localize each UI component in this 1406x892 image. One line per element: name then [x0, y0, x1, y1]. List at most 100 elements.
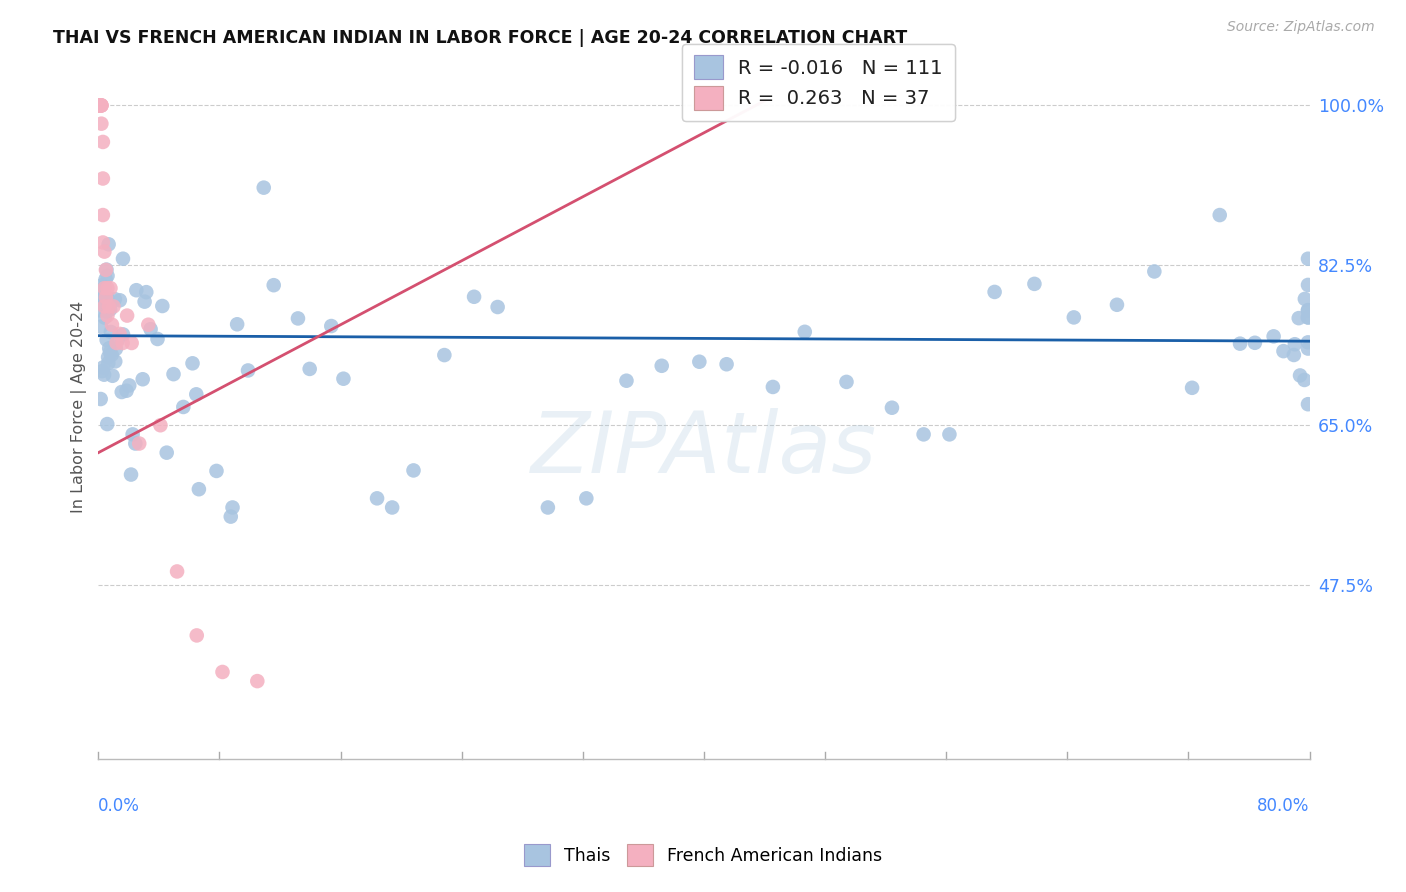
Legend: Thais, French American Indians: Thais, French American Indians: [516, 838, 890, 872]
Point: [139, 322, 162, 336]
Point: [134, 294, 156, 309]
Point: [91, 235, 114, 250]
Point: [96, 417, 118, 431]
Point: [1024, 277, 1046, 291]
Point: [91, 360, 114, 375]
Point: [226, 318, 249, 332]
Point: [89, 98, 111, 112]
Point: [90, 392, 112, 406]
Point: [236, 363, 259, 377]
Point: [912, 427, 935, 442]
Point: [486, 300, 509, 314]
Point: [172, 400, 194, 414]
Point: [1294, 292, 1316, 306]
Point: [124, 436, 146, 450]
Point: [1296, 335, 1319, 350]
Point: [1263, 329, 1285, 343]
Point: [287, 311, 309, 326]
Point: [101, 318, 124, 332]
Point: [103, 300, 125, 314]
Point: [96, 304, 118, 318]
Point: [97, 356, 120, 370]
Point: [146, 332, 169, 346]
Point: [112, 327, 135, 342]
Point: [166, 565, 188, 579]
Point: [135, 285, 157, 300]
Point: [96, 262, 118, 277]
Point: [93, 300, 115, 314]
Point: [104, 342, 127, 356]
Point: [121, 427, 143, 442]
Point: [1209, 208, 1232, 222]
Point: [105, 336, 128, 351]
Point: [381, 500, 404, 515]
Point: [97, 350, 120, 364]
Point: [94, 310, 117, 325]
Point: [537, 500, 560, 515]
Point: [90, 98, 112, 112]
Point: [1284, 337, 1306, 351]
Point: [97, 237, 120, 252]
Point: [90, 98, 112, 112]
Point: [1229, 336, 1251, 351]
Point: [120, 467, 142, 482]
Point: [150, 299, 173, 313]
Point: [89, 98, 111, 112]
Point: [651, 359, 673, 373]
Point: [688, 355, 710, 369]
Point: [1282, 348, 1305, 362]
Point: [89, 296, 111, 310]
Point: [793, 325, 815, 339]
Point: [100, 281, 122, 295]
Point: [1296, 303, 1319, 318]
Point: [91, 278, 114, 293]
Point: [93, 281, 115, 295]
Point: [111, 336, 134, 351]
Point: [149, 418, 172, 433]
Point: [96, 291, 118, 305]
Point: [263, 278, 285, 293]
Point: [1181, 381, 1204, 395]
Point: [983, 285, 1005, 299]
Point: [1244, 335, 1267, 350]
Point: [463, 290, 485, 304]
Point: [91, 208, 114, 222]
Point: [186, 628, 208, 642]
Point: [762, 380, 785, 394]
Point: [91, 364, 114, 378]
Text: ZIPAtlas: ZIPAtlas: [531, 408, 877, 491]
Point: [111, 384, 134, 399]
Point: [90, 117, 112, 131]
Point: [104, 292, 127, 306]
Point: [221, 500, 243, 515]
Point: [98, 341, 121, 355]
Point: [1272, 344, 1295, 359]
Point: [332, 372, 354, 386]
Point: [93, 280, 115, 294]
Point: [1296, 397, 1319, 411]
Point: [1105, 298, 1128, 312]
Point: [94, 263, 117, 277]
Point: [1296, 277, 1319, 292]
Point: [108, 293, 131, 308]
Point: [96, 268, 118, 283]
Point: [89, 98, 111, 112]
Point: [1296, 342, 1319, 356]
Point: [89, 98, 111, 112]
Point: [253, 180, 276, 194]
Text: 0.0%: 0.0%: [98, 797, 141, 815]
Point: [94, 272, 117, 286]
Point: [111, 252, 134, 266]
Point: [298, 362, 321, 376]
Point: [1296, 303, 1319, 318]
Point: [402, 463, 425, 477]
Point: [246, 674, 269, 689]
Point: [101, 368, 124, 383]
Point: [1294, 373, 1316, 387]
Point: [162, 367, 184, 381]
Point: [90, 98, 112, 112]
Point: [91, 171, 114, 186]
Point: [93, 368, 115, 382]
Point: [880, 401, 903, 415]
Point: [98, 345, 121, 359]
